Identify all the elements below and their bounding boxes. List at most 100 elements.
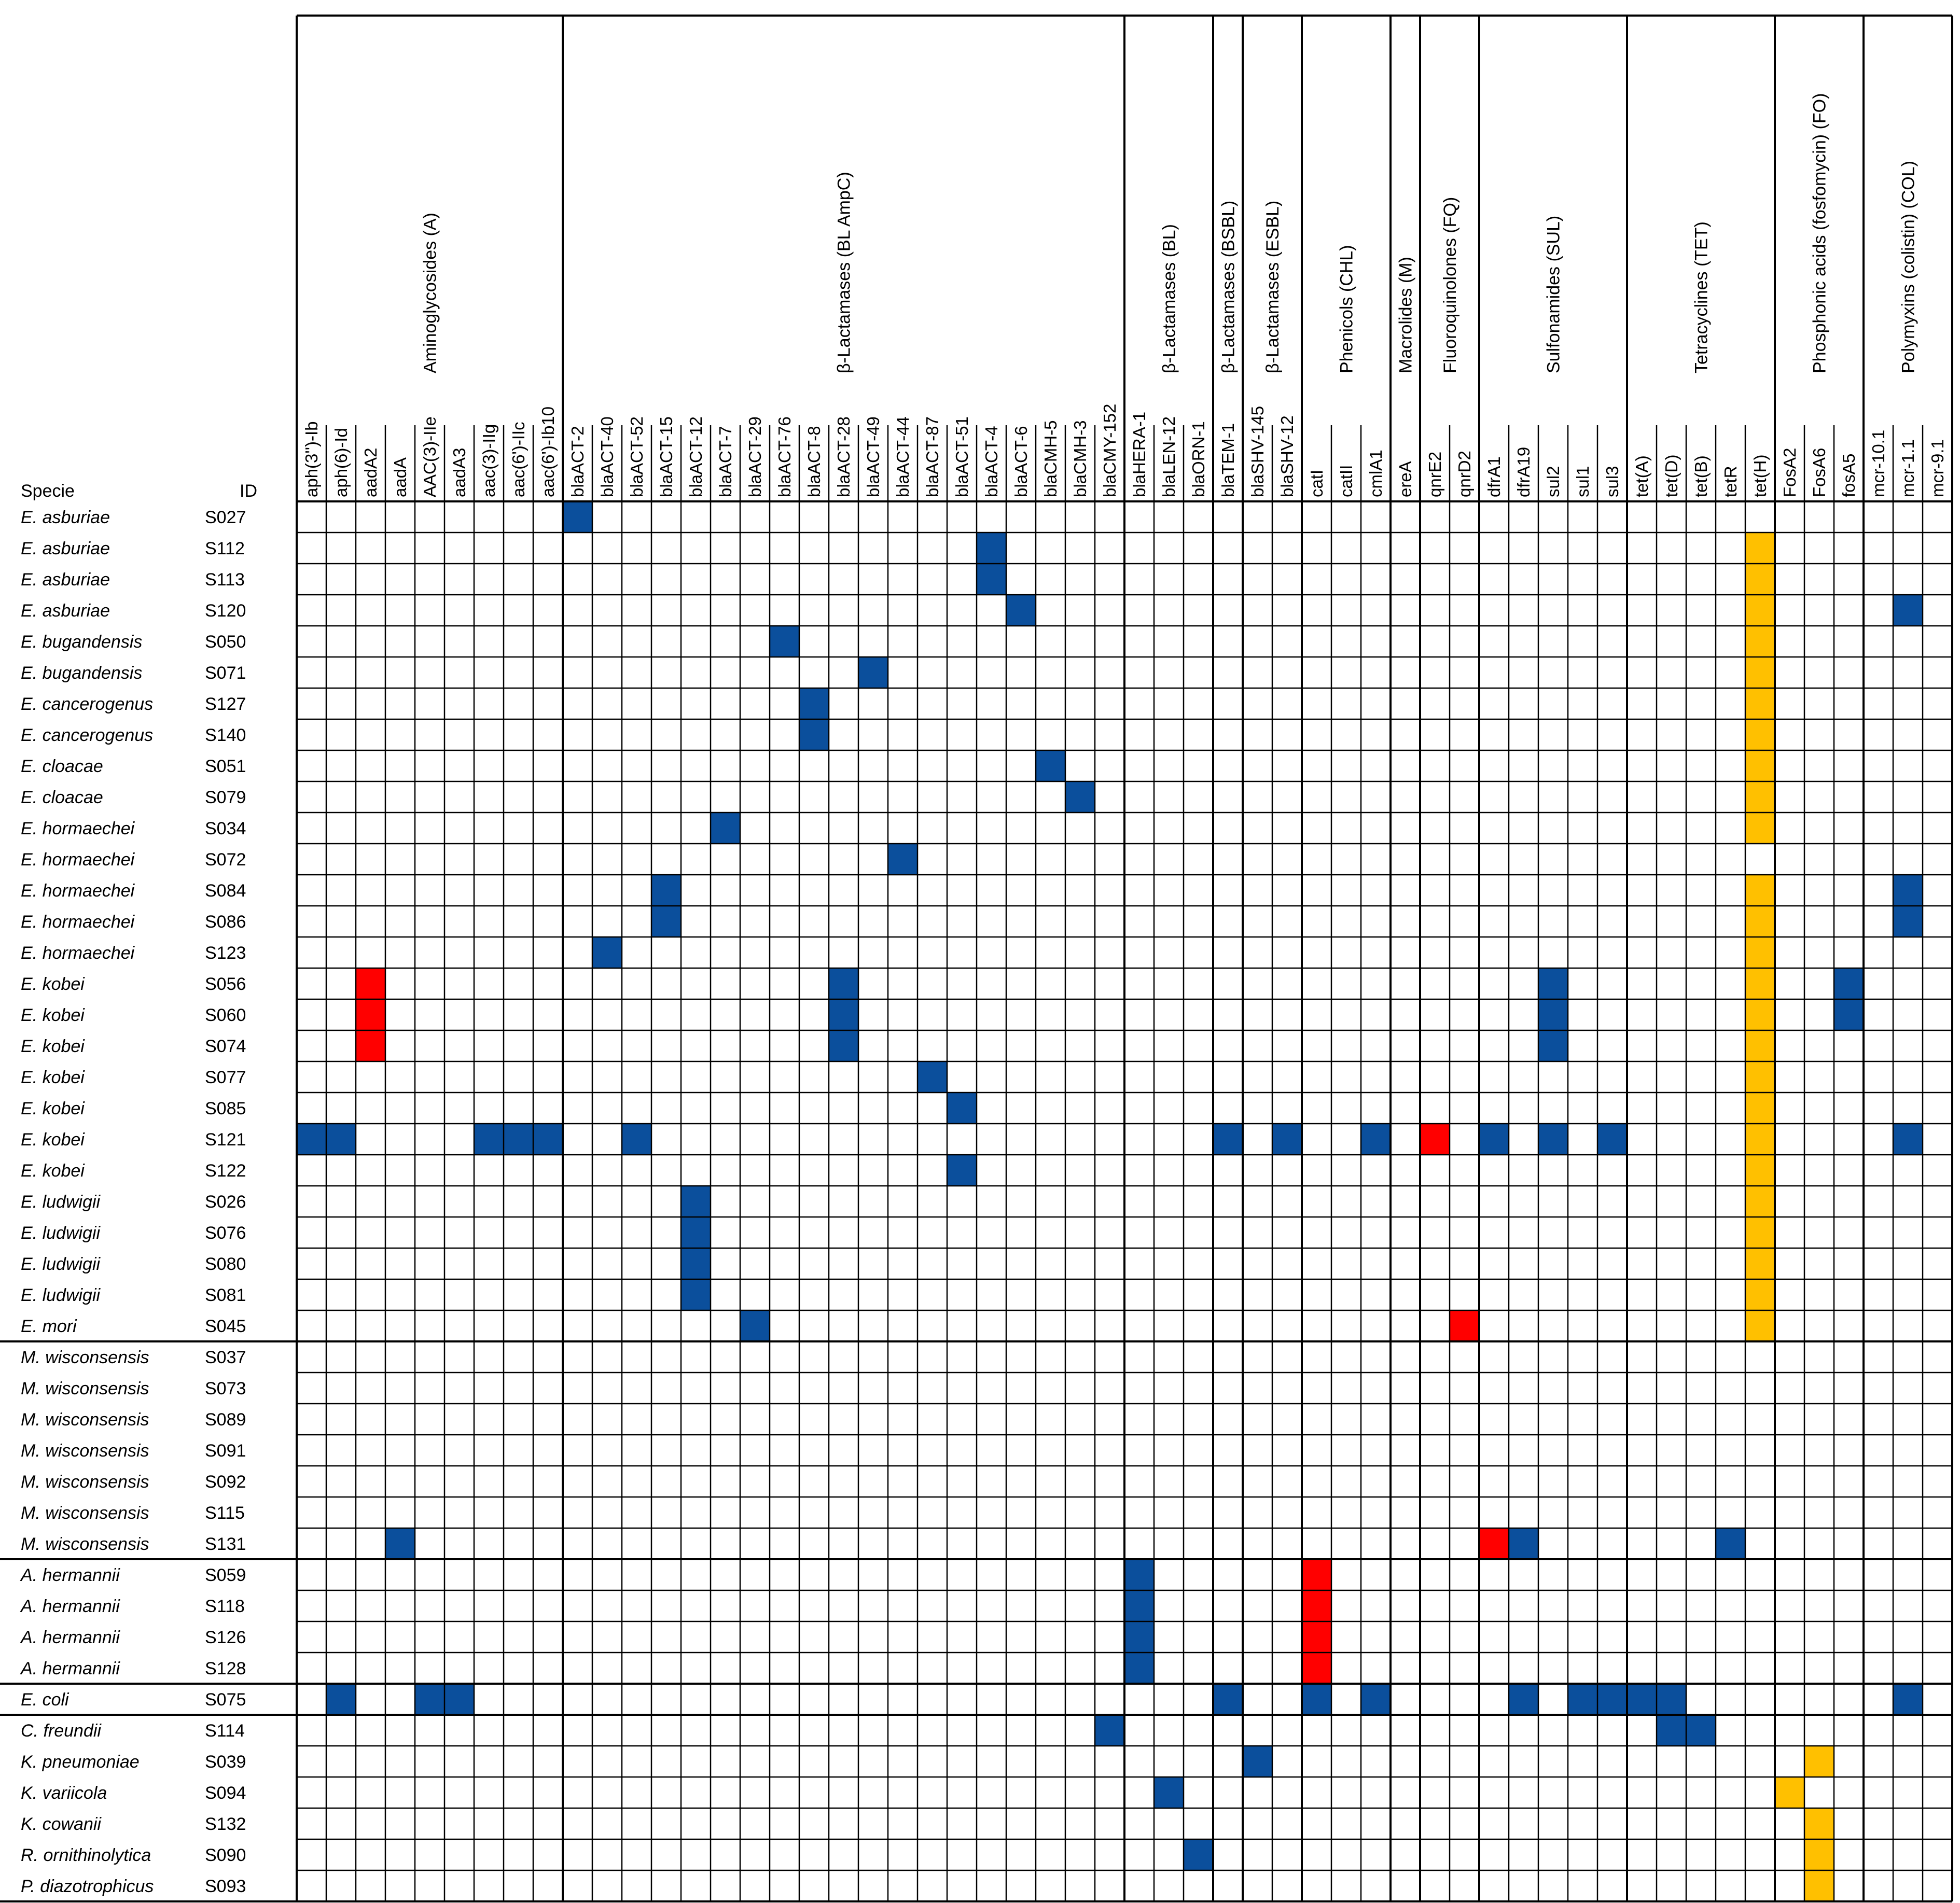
cell-S121-dfrA1: [1479, 1124, 1509, 1155]
gene-label: blaACT-8: [804, 426, 824, 497]
row-id-label: S056: [205, 974, 246, 994]
cell-S071-blaACT-49: [858, 657, 888, 688]
gene-label: blaACT-15: [657, 416, 676, 497]
cell-S121-tet(H): [1745, 1124, 1775, 1155]
cell-S051-blaCMH-5: [1036, 750, 1065, 781]
group-label: Sulfonamides (SUL): [1544, 216, 1564, 373]
row-id-label: S113: [205, 570, 245, 590]
gene-label: blaACT-51: [952, 416, 971, 497]
gene-label: sul1: [1573, 466, 1592, 497]
group-label: Polymyxins (colistin) (COL): [1899, 161, 1919, 373]
cell-S093-FosA6: [1804, 1870, 1834, 1901]
gene-label: tetR: [1721, 466, 1740, 497]
cell-S126-catI: [1302, 1621, 1331, 1653]
row-id-label: S074: [205, 1037, 246, 1056]
row-species-label: E. cancerogenus: [21, 725, 153, 745]
cell-S090-FosA6: [1804, 1839, 1834, 1870]
cell-S075-aph(6)-Id: [326, 1684, 356, 1715]
row-id-label: S077: [205, 1068, 246, 1087]
row-id-label: S073: [205, 1379, 246, 1398]
gene-label: FosA2: [1780, 448, 1799, 497]
cell-S113-blaACT-4: [977, 564, 1006, 595]
cell-S081-tet(H): [1745, 1279, 1775, 1310]
cell-S075-mcr-1.1: [1893, 1684, 1923, 1715]
cell-S090-blaORN-1: [1184, 1839, 1213, 1870]
cell-S075-dfrA19: [1509, 1684, 1538, 1715]
gene-label: dfrA19: [1514, 447, 1533, 497]
cell-S034-blaACT-7: [711, 813, 740, 844]
row-species-label: R. ornithinolytica: [21, 1845, 151, 1865]
cell-S118-blaHERA-1: [1124, 1590, 1154, 1621]
row-id-label: S089: [205, 1410, 246, 1430]
row-id-label: S112: [205, 539, 245, 558]
gene-label: aph(6)-Id: [331, 428, 351, 497]
row-id-label: S123: [205, 943, 246, 963]
row-species-label: K. pneumoniae: [21, 1752, 140, 1772]
cell-S045-blaACT-29: [740, 1310, 770, 1341]
row-id-label: S051: [205, 757, 246, 776]
cell-S076-tet(H): [1745, 1217, 1775, 1248]
cell-S113-tet(H): [1745, 564, 1775, 595]
row-id-label: S132: [205, 1814, 246, 1834]
row-id-label: S072: [205, 850, 246, 870]
gene-label: tet(A): [1632, 455, 1651, 497]
gene-label: blaSHV-145: [1248, 406, 1267, 497]
row-species-label: E. cloacae: [21, 788, 103, 807]
cell-S127-tet(H): [1745, 688, 1775, 719]
row-species-label: E. hormaechei: [21, 912, 135, 932]
row-id-label: S114: [205, 1721, 245, 1741]
row-id-label: S071: [205, 663, 246, 683]
row-id-label: S128: [205, 1659, 246, 1678]
gene-label: blaCMH-3: [1071, 420, 1090, 497]
row-species-label: E. cloacae: [21, 757, 103, 776]
cell-S080-blaACT-12: [681, 1248, 711, 1279]
row-species-label: M. wisconsensis: [21, 1379, 149, 1398]
row-id-label: S080: [205, 1254, 246, 1274]
cell-S121-sul2: [1538, 1124, 1568, 1155]
cell-S056-aadA2: [356, 968, 385, 999]
cell-S123-tet(H): [1745, 937, 1775, 968]
gene-label: ereA: [1396, 461, 1415, 497]
gene-label: tet(B): [1691, 455, 1711, 497]
cell-S140-tet(H): [1745, 719, 1775, 750]
cell-S094-blaLEN-12: [1154, 1777, 1184, 1808]
row-id-label: S086: [205, 912, 246, 932]
group-label: Tetracyclines (TET): [1692, 221, 1712, 373]
row-species-label: A. hermannii: [20, 1565, 120, 1585]
cell-S059-catI: [1302, 1559, 1331, 1590]
row-species-label: E. kobei: [21, 1005, 85, 1025]
cell-S121-aac(3)-IIg: [474, 1124, 504, 1155]
row-id-label: S050: [205, 632, 246, 652]
row-id-label: S127: [205, 694, 246, 714]
cell-S120-blaACT-6: [1006, 595, 1036, 626]
row-species-label: M. wisconsensis: [21, 1534, 149, 1554]
row-id-label: S140: [205, 725, 246, 745]
row-species-label: E. bugandensis: [21, 663, 142, 683]
row-species-label: E. kobei: [21, 1161, 85, 1181]
row-id-label: S121: [205, 1130, 246, 1150]
cell-S077-blaACT-87: [918, 1061, 947, 1093]
row-id-label: S122: [205, 1161, 246, 1181]
row-id-label: S085: [205, 1099, 246, 1118]
cell-S071-tet(H): [1745, 657, 1775, 688]
row-id-label: S060: [205, 1005, 246, 1025]
gene-label: blaACT-29: [745, 416, 764, 497]
cell-S050-blaACT-76: [770, 626, 799, 657]
cell-S128-blaHERA-1: [1124, 1653, 1154, 1684]
row-species-label: E. hormaechei: [21, 819, 135, 838]
row-id-label: S037: [205, 1348, 246, 1367]
gene-label: blaACT-76: [775, 416, 794, 497]
gene-label: blaACT-2: [568, 426, 587, 497]
row-species-label: E. asburiae: [21, 601, 110, 621]
gene-label: cmlA1: [1366, 450, 1385, 497]
cell-S060-tet(H): [1745, 999, 1775, 1030]
row-id-label: S092: [205, 1472, 246, 1492]
row-id-label: S059: [205, 1565, 246, 1585]
cell-S081-blaACT-12: [681, 1279, 711, 1310]
cell-S080-tet(H): [1745, 1248, 1775, 1279]
row-species-label: A. hermannii: [20, 1659, 120, 1678]
row-species-label: A. hermannii: [20, 1597, 120, 1616]
gene-label: blaACT-44: [893, 416, 912, 497]
group-label: β-Lactamases (BSBL): [1219, 201, 1239, 373]
gene-label: blaACT-4: [982, 426, 1001, 497]
